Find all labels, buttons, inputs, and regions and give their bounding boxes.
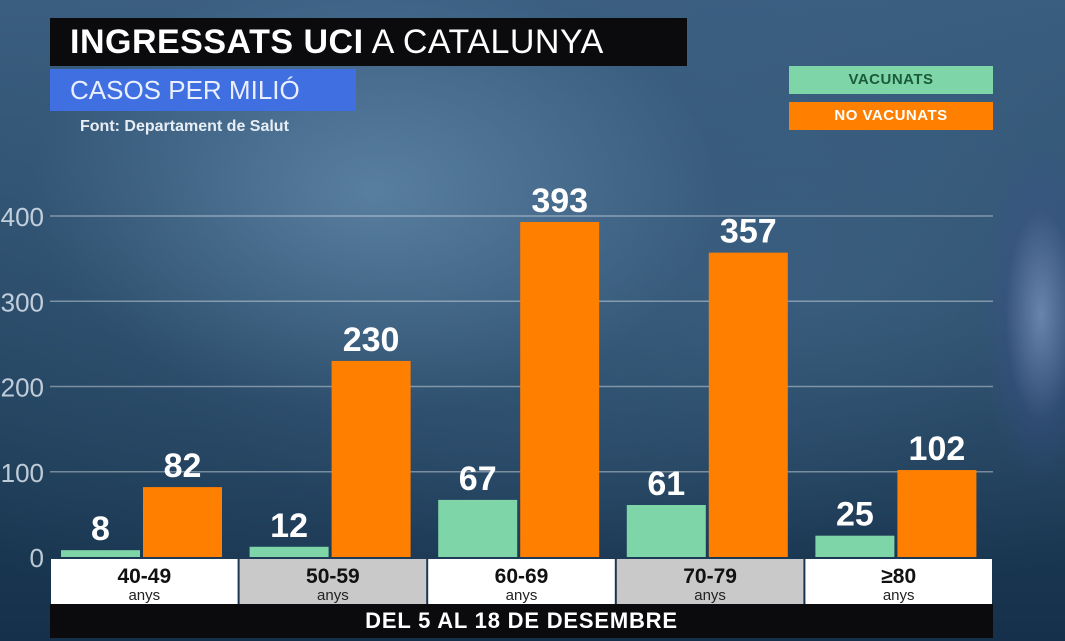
- category-panel: [805, 559, 992, 604]
- data-label-no-vacunats: 230: [343, 321, 400, 359]
- bar-vacunats: [438, 499, 518, 557]
- x-tick-label: 60-69: [495, 565, 549, 588]
- data-label-no-vacunats: 357: [720, 213, 777, 251]
- bar-no-vacunats: [708, 252, 788, 557]
- data-label-no-vacunats: 82: [164, 447, 202, 485]
- y-tick-label: 300: [1, 287, 44, 317]
- y-tick-label: 0: [30, 543, 44, 573]
- source-note: Font: Departament de Salut: [80, 118, 289, 135]
- category-panel: [51, 559, 238, 604]
- bar-no-vacunats: [897, 470, 977, 557]
- y-tick-label: 100: [1, 458, 44, 488]
- chart-subtitle: CASOS PER MILIÓ: [50, 69, 356, 111]
- y-tick-label: 200: [1, 373, 44, 403]
- bar-vacunats: [815, 535, 895, 557]
- data-label-no-vacunats: 102: [909, 430, 966, 468]
- data-label-vacunats: 12: [270, 507, 308, 545]
- x-tick-label: ≥80: [881, 565, 916, 588]
- data-label-vacunats: 25: [836, 496, 874, 534]
- bar-vacunats: [61, 550, 140, 557]
- bar-no-vacunats: [331, 360, 411, 557]
- y-tick-label: 400: [1, 202, 44, 232]
- legend-no-vacunats: NO VACUNATS: [789, 102, 993, 130]
- bar-vacunats: [626, 504, 706, 557]
- x-tick-label: 40-49: [117, 565, 171, 588]
- bar-vacunats: [249, 546, 329, 557]
- bar-no-vacunats: [520, 221, 600, 557]
- data-label-vacunats: 8: [91, 510, 110, 548]
- category-panel: [239, 559, 427, 604]
- background-virus-graphic: [985, 150, 1065, 480]
- x-tick-label: 50-59: [306, 565, 360, 588]
- x-tick-sublabel: anys: [317, 587, 349, 604]
- x-tick-sublabel: anys: [694, 587, 726, 604]
- data-label-vacunats: 67: [459, 460, 497, 498]
- data-label-no-vacunats: 393: [531, 182, 588, 220]
- title-bold: INGRESSATS UCI: [70, 23, 364, 61]
- x-tick-sublabel: anys: [883, 587, 915, 604]
- date-range-footer: DEL 5 AL 18 DE DESEMBRE: [50, 604, 993, 638]
- data-label-vacunats: 61: [647, 465, 685, 503]
- category-panel: [428, 559, 615, 604]
- legend-vacunats: VACUNATS: [789, 66, 993, 94]
- x-tick-sublabel: anys: [128, 587, 160, 604]
- title-rest: A CATALUNYA: [371, 23, 604, 61]
- bar-no-vacunats: [143, 487, 222, 557]
- category-panel: [616, 559, 804, 604]
- x-tick-sublabel: anys: [506, 587, 538, 604]
- x-tick-label: 70-79: [683, 565, 737, 588]
- chart-title: INGRESSATS UCI A CATALUNYA: [50, 18, 687, 66]
